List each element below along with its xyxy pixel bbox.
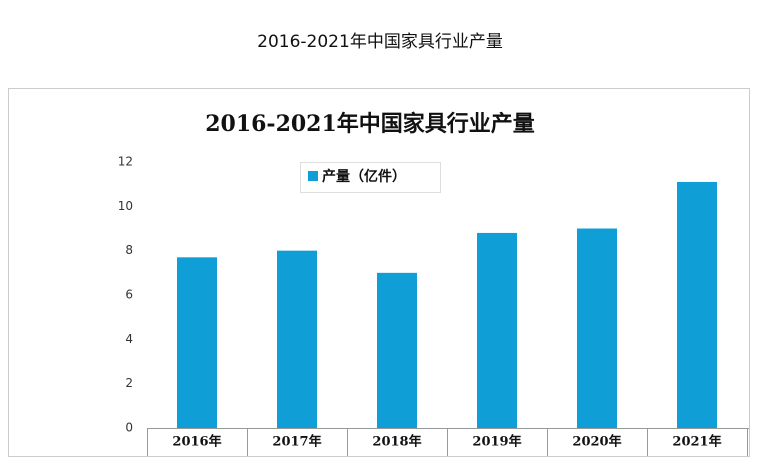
y-tick-label: 0 xyxy=(125,421,133,435)
bar xyxy=(177,257,217,428)
x-tick-label: 2020年 xyxy=(572,434,621,450)
x-tick-label: 2019年 xyxy=(472,434,521,450)
x-tick-label: 2018年 xyxy=(372,434,421,450)
y-tick-label: 2 xyxy=(125,376,133,390)
bar xyxy=(277,250,317,428)
y-tick-label: 10 xyxy=(118,199,133,213)
x-tick-label: 2016年 xyxy=(172,434,221,450)
page-heading: 2016-2021年中国家具行业产量 xyxy=(257,32,503,52)
bar xyxy=(677,181,717,428)
y-tick-label: 6 xyxy=(125,288,133,302)
chart-title: 2016-2021年中国家具行业产量 xyxy=(205,111,535,137)
legend-label: 产量（亿件） xyxy=(322,168,406,185)
x-tick-label: 2017年 xyxy=(272,434,321,450)
bar xyxy=(377,272,417,428)
x-tick-label: 2021年 xyxy=(672,434,721,450)
y-tick-label: 8 xyxy=(125,243,133,257)
y-tick-label: 12 xyxy=(118,155,133,169)
legend-swatch xyxy=(308,171,318,181)
y-tick-label: 4 xyxy=(125,332,133,346)
bar xyxy=(477,232,517,428)
bar xyxy=(577,228,617,428)
legend-box xyxy=(300,162,441,193)
